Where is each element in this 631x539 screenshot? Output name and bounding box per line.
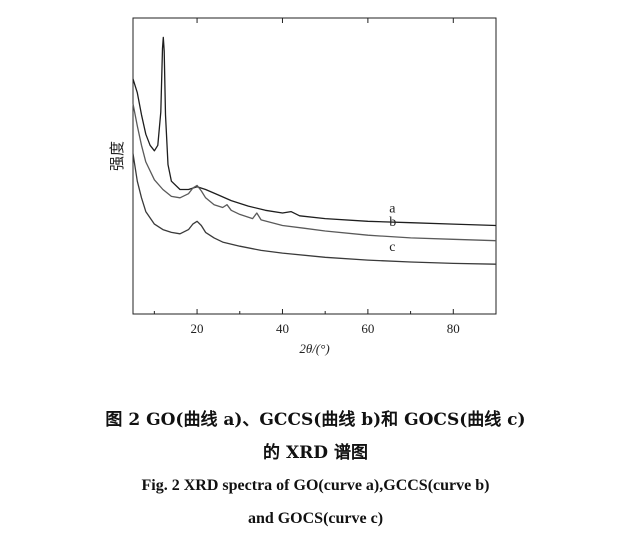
series-c-line <box>132 153 497 265</box>
plot-frame <box>132 17 497 315</box>
xrd-chart: 20 40 60 80 2θ/(°) 强度 abc <box>108 17 497 356</box>
series-a-line <box>132 36 497 227</box>
x-tick-label: 20 <box>191 321 204 336</box>
y-axis-label: 强度 <box>108 141 126 171</box>
x-tick-label: 80 <box>447 321 460 336</box>
caption-en-line2: and GOCS(curve c) <box>247 510 384 527</box>
x-axis-label: 2θ/(°) <box>299 341 329 356</box>
x-tick-label: 60 <box>361 321 374 336</box>
caption-en-line1: Fig. 2 XRD spectra of GO(curve a),GCCS(c… <box>141 477 490 494</box>
curve-label-c: c <box>389 240 395 255</box>
series-b-line <box>132 103 497 242</box>
caption-zh-line1: 图 2 GO(曲线 a)、GCCS(曲线 b)和 GOCS(曲线 c) <box>105 410 526 430</box>
x-tick-label: 40 <box>276 321 289 336</box>
caption-zh-line2: 的 XRD 谱图 <box>263 443 368 463</box>
curve-label-b: b <box>389 215 396 230</box>
curve-label-a: a <box>389 201 396 216</box>
